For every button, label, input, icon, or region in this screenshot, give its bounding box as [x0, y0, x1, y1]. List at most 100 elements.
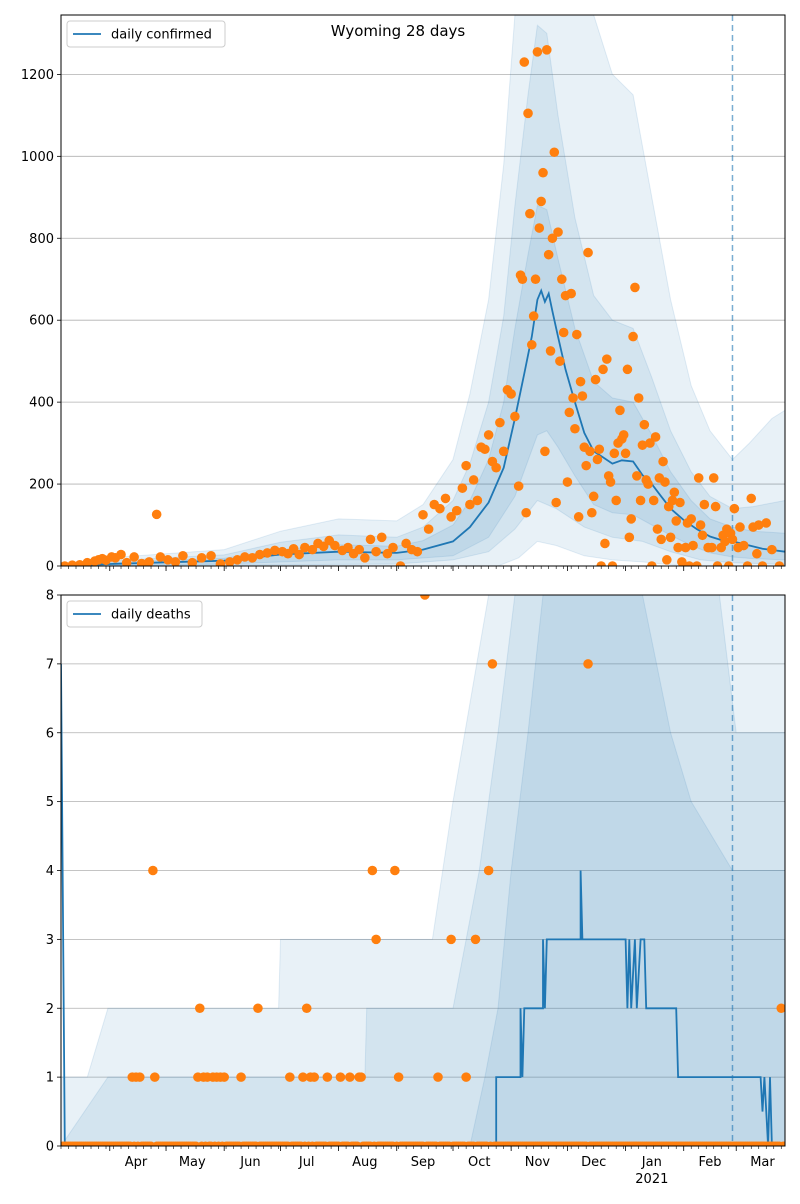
y-tick-label: 6: [46, 726, 54, 741]
observed-point: [401, 538, 411, 549]
observed-point: [343, 542, 353, 553]
observed-point: [219, 1072, 229, 1082]
observed-point: [470, 934, 481, 945]
observed-point: [566, 288, 576, 299]
observed-point: [388, 542, 398, 553]
observed-point: [335, 1072, 346, 1082]
observed-point: [723, 561, 734, 566]
observed-point: [149, 1072, 160, 1082]
uncertainty-band-middle: [61, 24, 785, 566]
y-tick-label: 3: [46, 933, 54, 948]
observed-point: [583, 247, 593, 258]
observed-point: [262, 548, 273, 558]
observed-point: [697, 530, 708, 541]
observed-point: [667, 495, 678, 506]
observed-point: [647, 561, 657, 566]
observed-point: [742, 561, 753, 566]
observed-point: [517, 274, 528, 285]
observed-point: [356, 1072, 366, 1082]
observed-point: [583, 659, 593, 669]
observed-point: [660, 477, 670, 487]
y-tick-label: 8: [46, 589, 54, 604]
observed-point: [707, 542, 717, 553]
observed-point: [491, 462, 501, 473]
observed-point: [662, 555, 672, 565]
observed-point: [720, 536, 730, 547]
observed-point: [534, 223, 545, 233]
observed-point: [148, 865, 158, 876]
observed-point: [587, 507, 597, 518]
observed-point: [330, 540, 340, 551]
observed-point: [671, 516, 682, 526]
observed-point: [753, 520, 764, 530]
observed-point: [538, 167, 548, 178]
observed-point: [215, 559, 226, 566]
observed-point: [669, 487, 680, 498]
observed-point: [472, 495, 483, 506]
y-tick-label: 4: [46, 864, 54, 879]
observed-point: [543, 249, 554, 260]
observed-point: [727, 534, 738, 545]
observed-point: [371, 546, 381, 557]
observed-point: [752, 548, 762, 559]
observed-point: [540, 446, 550, 457]
observed-point: [440, 493, 451, 504]
observed-point: [635, 495, 646, 506]
observed-point: [699, 499, 710, 510]
observed-point: [624, 532, 635, 543]
x-year-label: 2021: [635, 1172, 668, 1187]
observed-point: [590, 374, 601, 385]
x-tick-label: Mar: [750, 1155, 775, 1170]
legend-box: [66, 20, 226, 48]
observed-point: [710, 501, 721, 512]
observed-point: [684, 561, 695, 566]
observed-point: [549, 147, 560, 158]
observed-point: [611, 495, 621, 506]
observed-point: [598, 364, 608, 375]
observed-point: [573, 512, 584, 522]
observed-point: [393, 1072, 404, 1082]
observed-point: [596, 561, 606, 566]
x-tick-label: Jan: [641, 1155, 662, 1170]
observed-point: [457, 483, 468, 493]
observed-point: [170, 557, 181, 566]
observed-point: [420, 595, 430, 600]
observed-point: [532, 47, 543, 57]
observed-point: [446, 512, 456, 522]
observed-point: [780, 1141, 785, 1146]
observed-point: [285, 1072, 295, 1082]
observed-point: [630, 282, 640, 293]
observed-point: [615, 405, 625, 416]
observed-point: [483, 430, 494, 440]
observed-point: [309, 1072, 320, 1082]
observed-point: [686, 514, 697, 524]
observed-point: [255, 549, 265, 560]
observed-point: [155, 552, 166, 562]
observed-point: [121, 557, 132, 566]
observed-point: [483, 865, 494, 876]
observed-point: [735, 522, 745, 532]
y-tick-label: 0: [46, 1140, 54, 1155]
observed-point: [626, 514, 636, 524]
observed-point: [628, 331, 638, 342]
observed-point: [585, 446, 595, 457]
y-tick-label: 1000: [21, 150, 54, 165]
axes-frame: [60, 14, 786, 567]
observed-point: [253, 1003, 263, 1014]
observed-point: [67, 560, 78, 566]
x-tick-label: Feb: [698, 1155, 721, 1170]
observed-point: [577, 391, 588, 401]
uncertainty-band-outer: [61, 595, 785, 1146]
observed-point: [151, 509, 162, 520]
observed-point: [545, 346, 556, 356]
observed-point: [390, 865, 400, 876]
observed-point: [677, 557, 687, 566]
observed-point: [652, 524, 663, 534]
observed-point: [225, 557, 235, 566]
observed-point: [232, 555, 243, 565]
observed-point: [526, 339, 537, 350]
observed-point: [433, 1072, 443, 1082]
observed-point: [129, 552, 139, 562]
model-line: [61, 663, 773, 1146]
observed-point: [656, 534, 667, 545]
